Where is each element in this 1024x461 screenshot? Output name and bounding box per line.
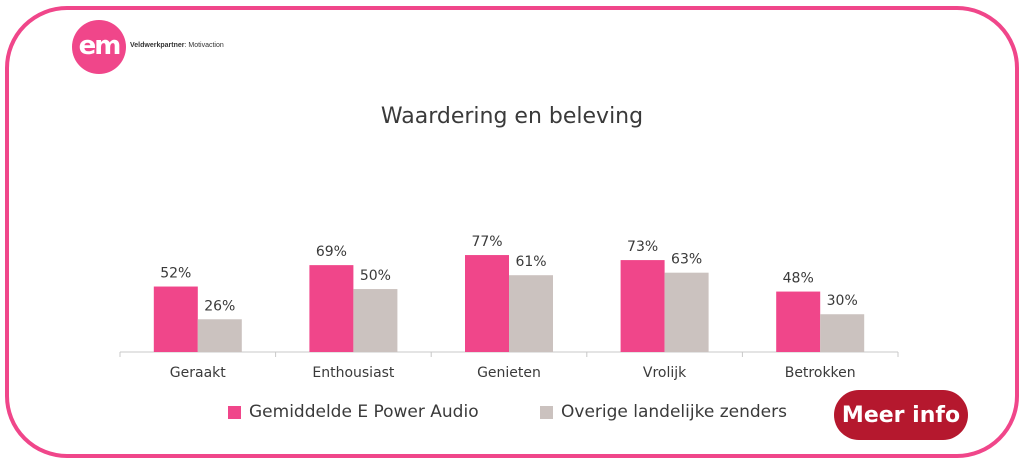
bar-vrolijk-series-1 <box>620 260 665 352</box>
data-label-betrokken-series-2: 30% <box>827 293 858 309</box>
partner-value: : Motivaction <box>184 42 224 49</box>
data-label-betrokken-series-1: 48% <box>783 271 814 287</box>
legend-swatch-pink <box>228 405 241 419</box>
legend-label-series-2: Overige landelijke zenders <box>561 402 787 422</box>
data-label-genieten-series-1: 77% <box>471 234 502 250</box>
data-label-vrolijk-series-2: 63% <box>671 252 702 268</box>
bar-geraakt-series-1 <box>153 286 198 352</box>
category-label-betrokken: Betrokken <box>785 365 856 381</box>
data-label-geraakt-series-2: 26% <box>204 298 235 314</box>
bar-genieten-series-2 <box>509 275 553 352</box>
legend-swatch-grey <box>540 405 553 419</box>
data-label-vrolijk-series-1: 73% <box>627 239 658 255</box>
logo-text: em <box>78 31 122 61</box>
fieldwork-partner: Veldwerkpartner: Motivaction <box>130 42 224 49</box>
bar-betrokken-series-2 <box>820 314 865 352</box>
data-label-enthousiast-series-1: 69% <box>316 244 347 260</box>
chart-title: Waardering en beleving <box>380 104 644 129</box>
partner-label: Veldwerkpartner <box>130 42 185 49</box>
category-label-vrolijk: Vrolijk <box>643 365 687 381</box>
em-logo: em <box>72 20 126 74</box>
bar-vrolijk-series-2 <box>664 272 709 352</box>
category-label-geraakt: Geraakt <box>170 365 226 381</box>
data-label-genieten-series-2: 61% <box>515 254 546 270</box>
bar-genieten-series-1 <box>465 255 509 352</box>
category-label-enthousiast: Enthousiast <box>312 365 395 381</box>
bar-geraakt-series-2 <box>197 319 242 352</box>
category-label-genieten: Genieten <box>477 365 541 381</box>
bar-betrokken-series-1 <box>776 291 821 352</box>
legend-item-series-1: Gemiddelde E Power Audio <box>228 402 479 422</box>
data-label-enthousiast-series-2: 50% <box>360 268 391 284</box>
card-frame <box>5 6 1019 458</box>
legend-label-series-1: Gemiddelde E Power Audio <box>249 402 479 422</box>
data-label-geraakt-series-1: 52% <box>160 266 191 282</box>
bar-enthousiast-series-2 <box>353 289 398 352</box>
meer-info-button[interactable]: Meer info <box>834 390 968 440</box>
legend-item-series-2: Overige landelijke zenders <box>540 402 787 422</box>
bar-enthousiast-series-1 <box>309 265 354 352</box>
